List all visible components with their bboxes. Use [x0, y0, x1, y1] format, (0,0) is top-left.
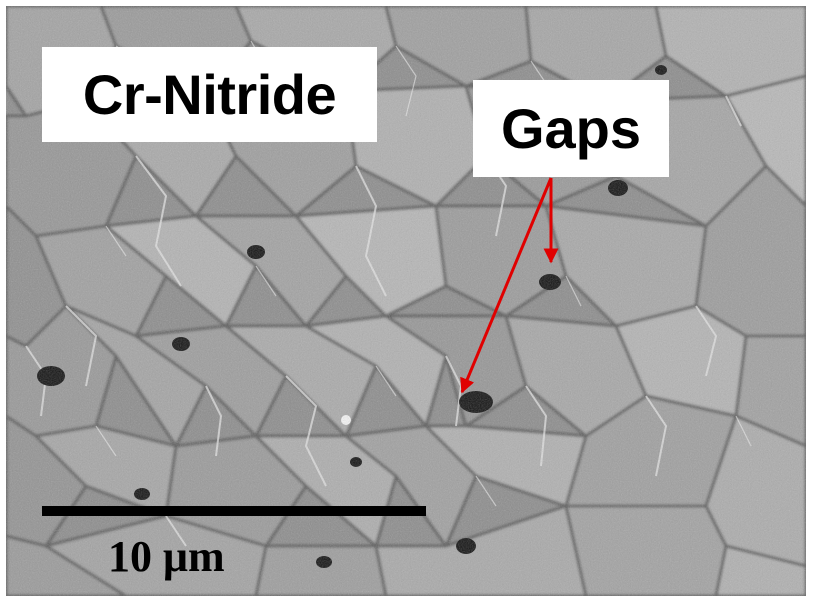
scale-bar-label: 10 μm	[108, 532, 225, 581]
scale-bar	[42, 506, 426, 516]
sample-label: Cr-Nitride	[42, 47, 377, 142]
gaps-label: Gaps	[473, 80, 669, 177]
